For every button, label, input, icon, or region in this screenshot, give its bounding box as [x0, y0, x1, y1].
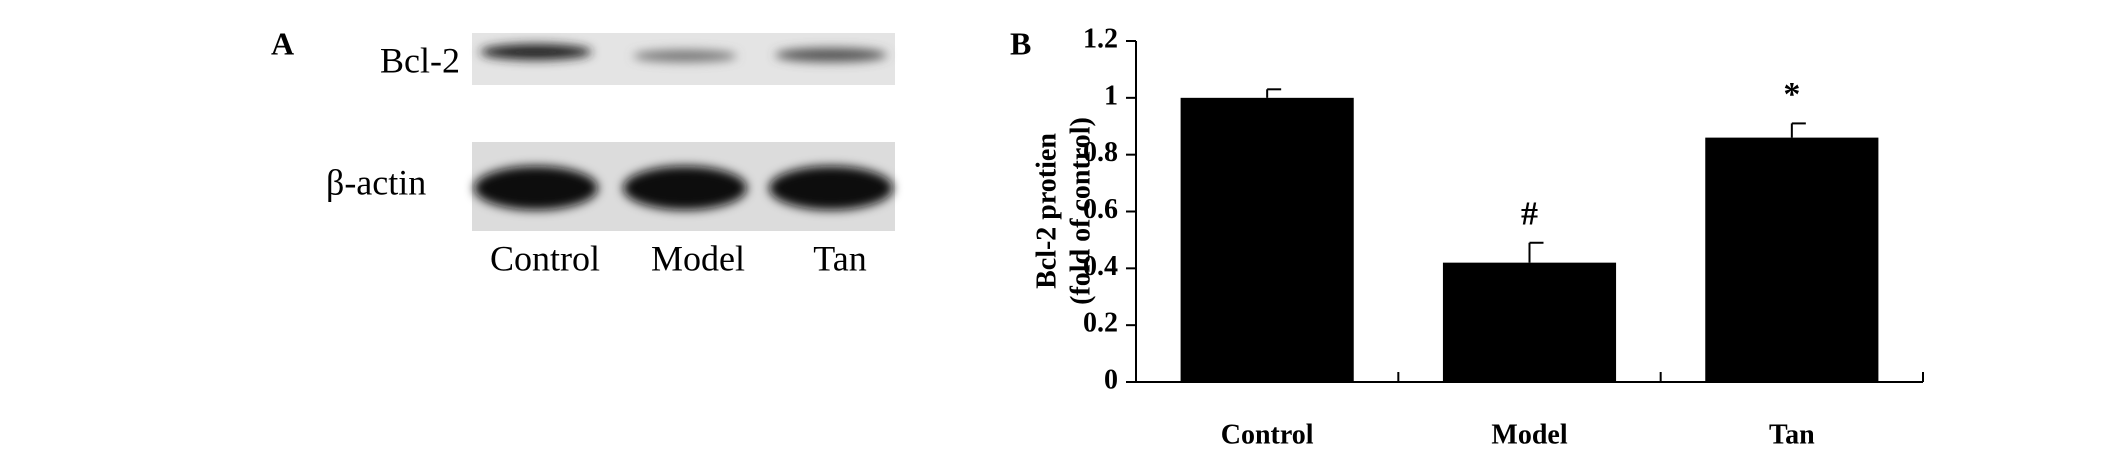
- band: [775, 48, 887, 62]
- y-tick-label: 0.8: [1083, 137, 1118, 168]
- lane-label: Control: [490, 238, 600, 278]
- panel-label: B: [1010, 25, 1031, 61]
- bar: [1180, 97, 1354, 382]
- band: [623, 166, 747, 210]
- y-tick-label: 1.2: [1083, 23, 1118, 54]
- y-tick-label: 0.2: [1083, 308, 1118, 339]
- y-tick-label: 0: [1104, 364, 1118, 395]
- y-axis-title-line: (fold of control): [1065, 117, 1096, 305]
- y-axis-title-line: Bcl-2 protien: [1031, 133, 1062, 289]
- y-tick-label: 1: [1104, 80, 1118, 111]
- band: [769, 166, 893, 210]
- band: [480, 44, 592, 60]
- row-label: Bcl-2: [380, 40, 460, 80]
- x-tick-label: Model: [1491, 419, 1567, 450]
- y-tick-label: 0.6: [1083, 194, 1118, 225]
- annotation: *: [1783, 76, 1800, 113]
- y-tick-label: 0.4: [1083, 251, 1118, 282]
- band: [633, 50, 737, 62]
- panel-label: A: [271, 25, 294, 61]
- lane-label: Model: [651, 238, 745, 278]
- x-tick-label: Tan: [1769, 419, 1815, 450]
- row-label: β-actin: [326, 162, 426, 202]
- lane-label: Tan: [813, 238, 866, 278]
- band: [474, 166, 598, 210]
- bar: [1705, 137, 1879, 382]
- x-tick-label: Control: [1221, 419, 1314, 450]
- annotation: #: [1521, 196, 1538, 233]
- y-axis-title: Bcl-2 protien (fold of control): [1031, 117, 1096, 305]
- bar: [1442, 262, 1617, 382]
- bands: [474, 44, 893, 210]
